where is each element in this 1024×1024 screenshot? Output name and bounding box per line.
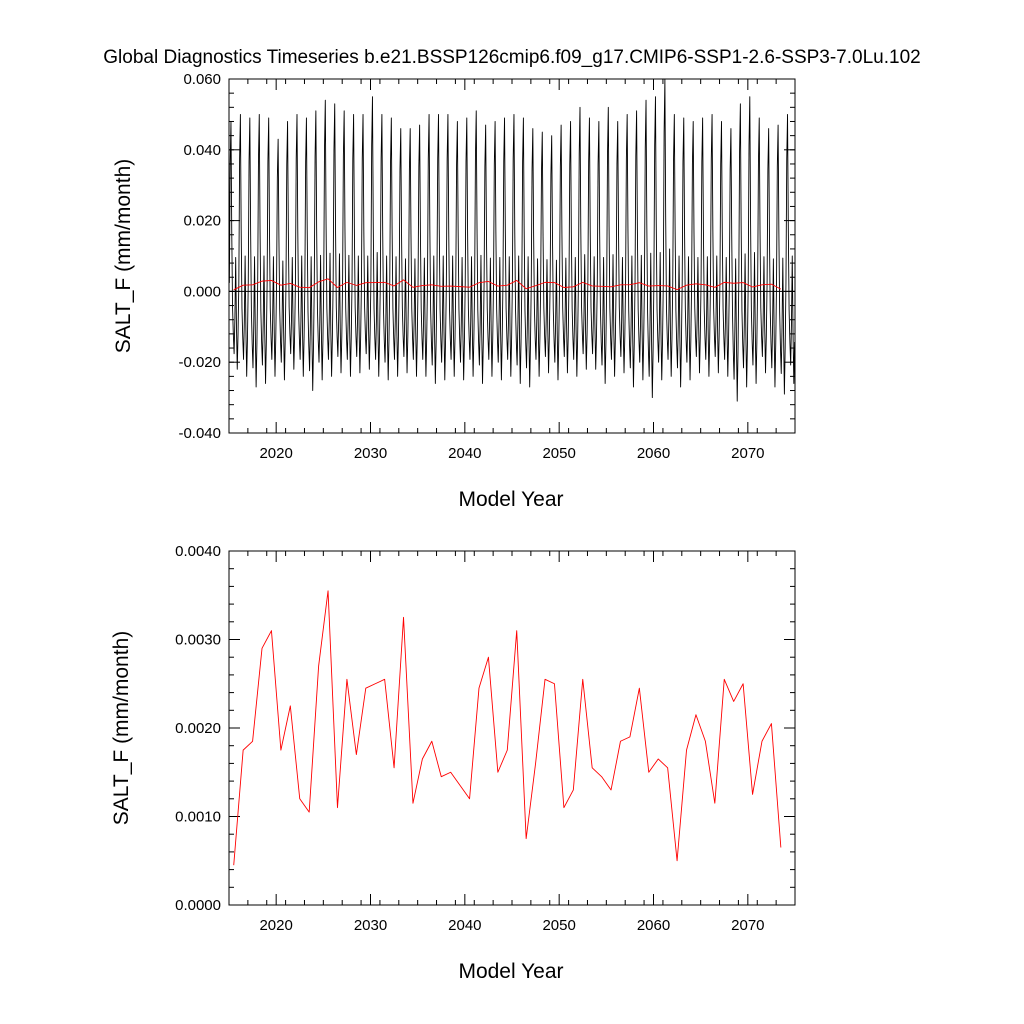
top-x-tick-label: 2020 [259, 445, 292, 462]
bottom-annual-mean-line [233, 590, 782, 866]
top-x-axis-label: Model Year [458, 488, 563, 511]
bottom-x-tick-label: 2030 [354, 917, 387, 934]
bottom-y-tick-label: 0.0040 [175, 543, 221, 560]
bottom-x-tick-label: 2040 [448, 917, 481, 934]
top-monthly-series-line [228, 78, 796, 402]
top-panel: 2020 2030 2040 2050 2060 2070 -0.040 -0.020 0.00… [178, 71, 796, 462]
bottom-y-tick-label: 0.0000 [175, 897, 221, 914]
top-x-tick-label: 2060 [637, 445, 670, 462]
bottom-x-axis-label: Model Year [458, 960, 563, 983]
bottom-panel: 2020 2030 2040 2050 2060 2070 0.0000 0.0010 0.00… [175, 543, 796, 934]
top-annual-mean-line [233, 278, 782, 291]
top-plot-frame [228, 78, 796, 434]
bottom-y-axis-label: SALT_F (mm/month) [110, 631, 133, 825]
top-x-tick-label: 2030 [354, 445, 387, 462]
top-x-tick-label: 2070 [731, 445, 764, 462]
top-y-tick-label: 0.000 [183, 283, 221, 300]
bottom-x-tick-label: 2020 [259, 917, 292, 934]
top-y-tick-label: 0.060 [183, 71, 221, 88]
bottom-x-tick-label: 2050 [542, 917, 575, 934]
top-y-tick-label: 0.040 [183, 142, 221, 159]
top-y-tick-label: 0.020 [183, 213, 221, 230]
figure-title: Global Diagnostics Timeseries b.e21.BSSP… [103, 47, 920, 68]
bottom-y-tick-label: 0.0030 [175, 632, 221, 649]
bottom-x-tick-label: 2070 [731, 917, 764, 934]
bottom-y-tick-label: 0.0020 [175, 720, 221, 737]
top-x-tick-label: 2040 [448, 445, 481, 462]
top-y-axis-label: SALT_F (mm/month) [112, 159, 135, 353]
top-y-tick-label: -0.040 [178, 425, 221, 442]
bottom-y-tick-label: 0.0010 [175, 809, 221, 826]
bottom-plot-frame [228, 550, 796, 906]
bottom-x-tick-label: 2060 [637, 917, 670, 934]
top-y-tick-label: -0.020 [178, 354, 221, 371]
top-x-tick-label: 2050 [542, 445, 575, 462]
